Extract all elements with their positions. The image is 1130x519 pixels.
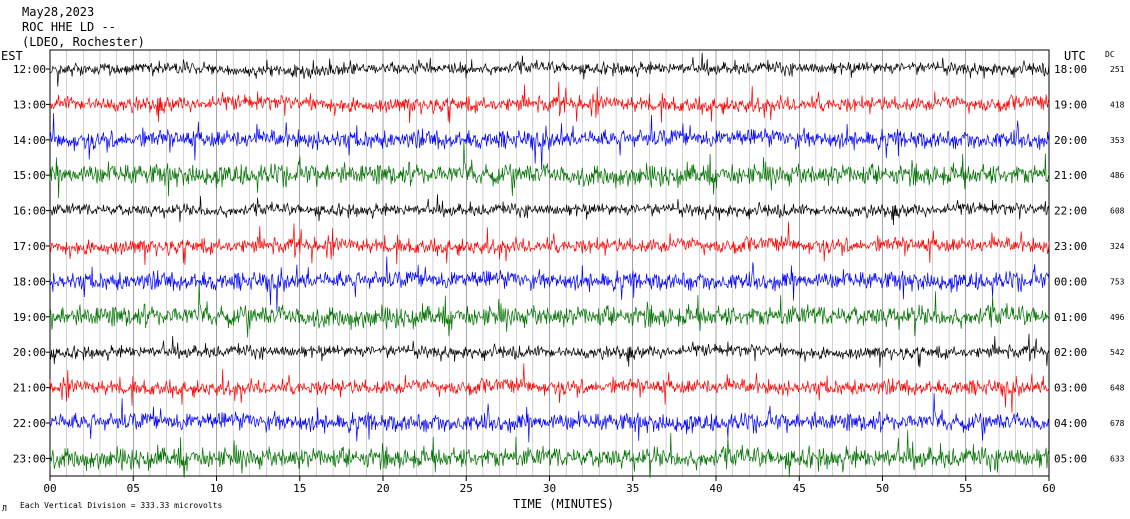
x-tick-label: 35 bbox=[626, 482, 639, 495]
x-tick-label: 15 bbox=[293, 482, 306, 495]
dc-offset-label: 633 bbox=[1110, 454, 1125, 463]
x-tick-label: 55 bbox=[959, 482, 972, 495]
x-tick-label: 05 bbox=[127, 482, 140, 495]
utc-hour-label: 21:00 bbox=[1054, 169, 1087, 182]
dc-axis-label: DC bbox=[1105, 50, 1115, 59]
utc-hour-label: 18:00 bbox=[1054, 63, 1087, 76]
est-hour-label: 19:00 bbox=[13, 311, 46, 324]
utc-hour-label: 05:00 bbox=[1054, 452, 1087, 465]
dc-offset-label: 418 bbox=[1110, 100, 1125, 109]
est-hour-label: 16:00 bbox=[13, 205, 46, 218]
x-axis-title: TIME (MINUTES) bbox=[513, 497, 614, 511]
seismic-trace bbox=[49, 81, 1050, 124]
dc-offset-label: 542 bbox=[1110, 348, 1125, 357]
seismic-traces bbox=[49, 52, 1050, 478]
seismic-trace bbox=[49, 194, 1050, 226]
dc-offset-label: 486 bbox=[1110, 171, 1125, 180]
x-tick-label: 45 bbox=[793, 482, 806, 495]
seismic-trace bbox=[49, 221, 1050, 266]
date-label: May28,2023 bbox=[22, 5, 94, 19]
est-hour-label: 18:00 bbox=[13, 275, 46, 288]
dc-offset-label: 608 bbox=[1110, 207, 1125, 216]
logo-mark: Л bbox=[2, 504, 7, 513]
dc-offset-labels: 251 418 353 486 608 324 753 496 542 648 678 633 bbox=[1110, 65, 1125, 463]
x-tick-label: 20 bbox=[376, 482, 389, 495]
utc-axis-label: UTC bbox=[1064, 49, 1086, 63]
est-hour-label: 14:00 bbox=[13, 134, 46, 147]
seismic-trace bbox=[49, 393, 1050, 443]
utc-hour-label: 03:00 bbox=[1054, 382, 1087, 395]
seismic-trace bbox=[49, 282, 1050, 338]
x-tick-label: 60 bbox=[1042, 482, 1055, 495]
seismic-trace bbox=[49, 140, 1050, 199]
utc-hour-label: 23:00 bbox=[1054, 240, 1087, 253]
dc-offset-label: 496 bbox=[1110, 313, 1125, 322]
x-axis-ticks: 00 05 10 15 20 25 30 35 40 45 50 55 60 bbox=[43, 476, 1056, 495]
x-tick-label: 00 bbox=[43, 482, 56, 495]
est-hour-label: 21:00 bbox=[13, 382, 46, 395]
seismic-trace bbox=[49, 363, 1050, 413]
x-tick-label: 25 bbox=[460, 482, 473, 495]
network-label: (LDEO, Rochester) bbox=[22, 35, 145, 49]
est-hour-label: 12:00 bbox=[13, 63, 46, 76]
utc-hour-label: 19:00 bbox=[1054, 98, 1087, 111]
seismic-trace bbox=[49, 52, 1050, 87]
scale-note: Each Vertical Division = 333.33 microvol… bbox=[20, 501, 222, 510]
dc-offset-label: 648 bbox=[1110, 384, 1125, 393]
seismic-trace bbox=[49, 113, 1050, 170]
utc-hour-labels: 18:00 19:00 20:00 21:00 22:00 23:00 00:00 01:00… bbox=[1054, 63, 1087, 465]
utc-hour-label: 01:00 bbox=[1054, 311, 1087, 324]
est-hour-label: 23:00 bbox=[13, 452, 46, 465]
seismic-trace bbox=[49, 430, 1050, 478]
seismic-trace bbox=[49, 256, 1050, 312]
est-hour-label: 22:00 bbox=[13, 417, 46, 430]
x-tick-label: 40 bbox=[709, 482, 722, 495]
dc-offset-label: 353 bbox=[1110, 136, 1125, 145]
utc-hour-label: 02:00 bbox=[1054, 346, 1087, 359]
utc-hour-label: 22:00 bbox=[1054, 205, 1087, 218]
est-axis-label: EST bbox=[1, 49, 23, 63]
est-hour-label: 20:00 bbox=[13, 346, 46, 359]
utc-hour-label: 20:00 bbox=[1054, 134, 1087, 147]
est-hour-label: 15:00 bbox=[13, 169, 46, 182]
dc-offset-label: 753 bbox=[1110, 277, 1125, 286]
station-label: ROC HHE LD -- bbox=[22, 20, 116, 34]
est-hour-label: 17:00 bbox=[13, 240, 46, 253]
x-tick-label: 10 bbox=[210, 482, 223, 495]
x-tick-label: 30 bbox=[543, 482, 556, 495]
utc-hour-label: 04:00 bbox=[1054, 417, 1087, 430]
est-hour-label: 13:00 bbox=[13, 98, 46, 111]
est-hour-labels: 12:00 13:00 14:00 15:00 16:00 17:00 18:00 19:00… bbox=[13, 63, 50, 465]
x-tick-label: 50 bbox=[876, 482, 889, 495]
seismic-trace bbox=[49, 333, 1050, 368]
utc-hour-label: 00:00 bbox=[1054, 275, 1087, 288]
dc-offset-label: 251 bbox=[1110, 65, 1125, 74]
dc-offset-label: 324 bbox=[1110, 242, 1125, 251]
minute-gridlines bbox=[66, 50, 1033, 476]
dc-offset-label: 678 bbox=[1110, 419, 1125, 428]
